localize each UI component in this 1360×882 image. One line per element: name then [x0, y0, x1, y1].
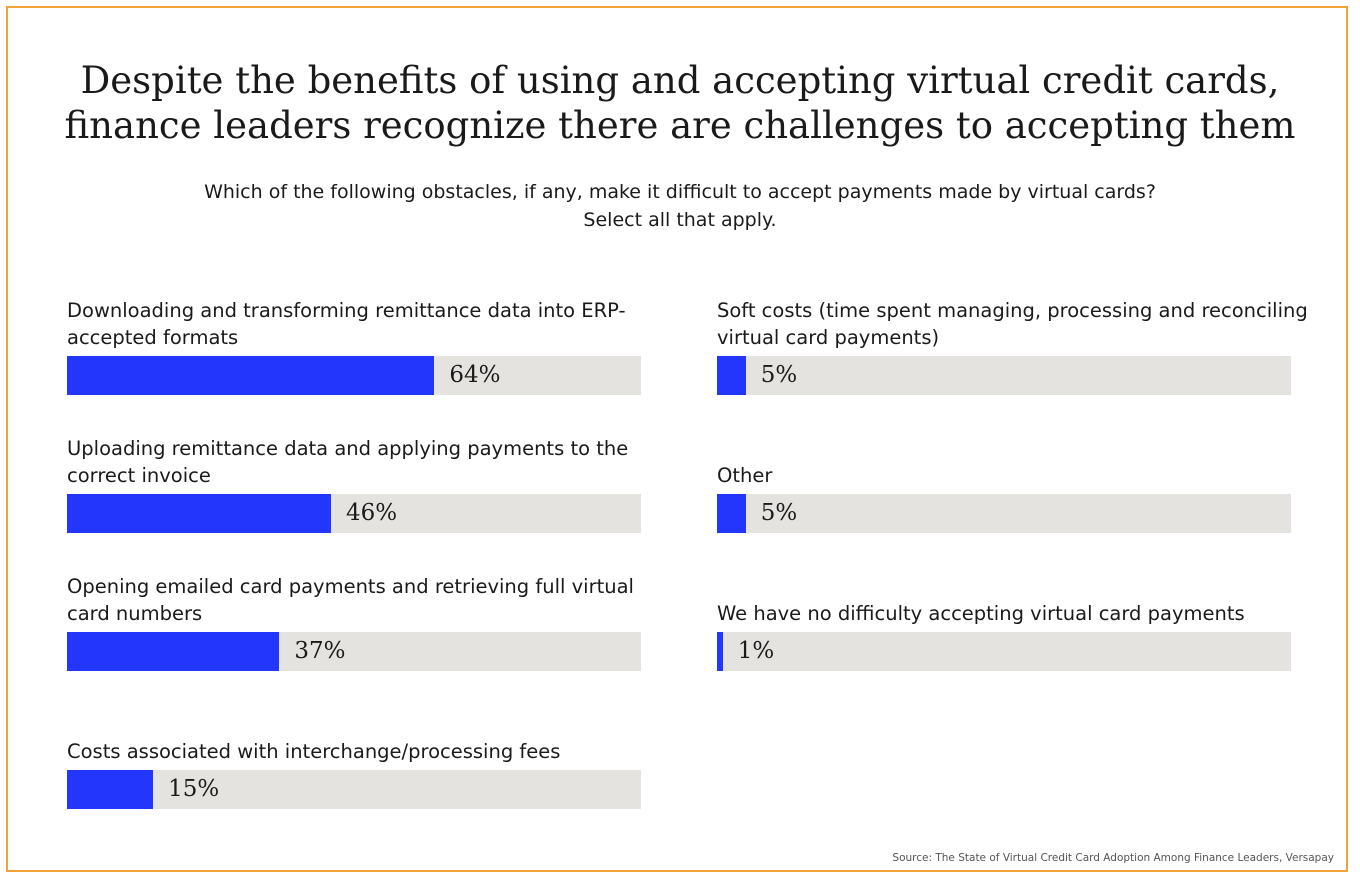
bar-track: 46%: [67, 494, 641, 533]
chart-subtitle-line-2: Select all that apply.: [583, 209, 777, 231]
bar-category-label: Downloading and transforming remittance …: [67, 299, 626, 349]
bar-category-label: We have no difficulty accepting virtual …: [717, 602, 1245, 625]
bar-value-label: 46%: [346, 500, 398, 526]
bar-item: Opening emailed card payments and retrie…: [67, 571, 641, 671]
bar-track: 5%: [717, 356, 1291, 395]
bar-track: 37%: [67, 632, 641, 671]
chart-title-line-2: finance leaders recognize there are chal…: [64, 104, 1296, 147]
bar-item: We have no difficulty accepting virtual …: [717, 571, 1291, 671]
bar-track: 64%: [67, 356, 641, 395]
bar-category-label: Soft costs (time spent managing, process…: [717, 299, 1308, 349]
bar-fill: [717, 632, 723, 671]
bar-fill: [717, 494, 746, 533]
bar-item: Other 5%: [717, 433, 1291, 533]
bar-item: Costs associated with interchange/proces…: [67, 709, 641, 809]
bar-value-label: 5%: [760, 362, 798, 388]
bar-value-label: 5%: [760, 500, 798, 526]
chart-frame: [6, 6, 1348, 872]
bar-track: 15%: [67, 770, 641, 809]
bar-item: Downloading and transforming remittance …: [67, 295, 641, 395]
source-note: Source: The State of Virtual Credit Card…: [892, 852, 1334, 864]
chart-subtitle-line-1: Which of the following obstacles, if any…: [204, 181, 1156, 203]
bar-item: Uploading remittance data and applying p…: [67, 433, 641, 533]
bar-fill: [67, 632, 280, 671]
bar-track: 5%: [717, 494, 1291, 533]
bar-value-label: 15%: [168, 776, 220, 802]
chart-title: Despite the benefits of using and accept…: [0, 58, 1360, 148]
chart-title-line-1: Despite the benefits of using and accept…: [80, 59, 1280, 102]
bar-item: Soft costs (time spent managing, process…: [717, 295, 1308, 395]
bar-category-label: Opening emailed card payments and retrie…: [67, 575, 634, 625]
bar-value-label: 1%: [737, 638, 775, 664]
bar-fill: [717, 356, 746, 395]
bar-value-label: 37%: [294, 638, 346, 664]
bar-fill: [67, 494, 332, 533]
bar-track: 1%: [717, 632, 1291, 671]
bar-value-label: 64%: [449, 362, 501, 388]
bar-category-label: Other: [717, 464, 773, 487]
bar-fill: [67, 356, 435, 395]
bar-fill: [67, 770, 154, 809]
bar-category-label: Costs associated with interchange/proces…: [67, 740, 561, 763]
bar-category-label: Uploading remittance data and applying p…: [67, 437, 629, 487]
chart-subtitle: Which of the following obstacles, if any…: [0, 178, 1360, 234]
